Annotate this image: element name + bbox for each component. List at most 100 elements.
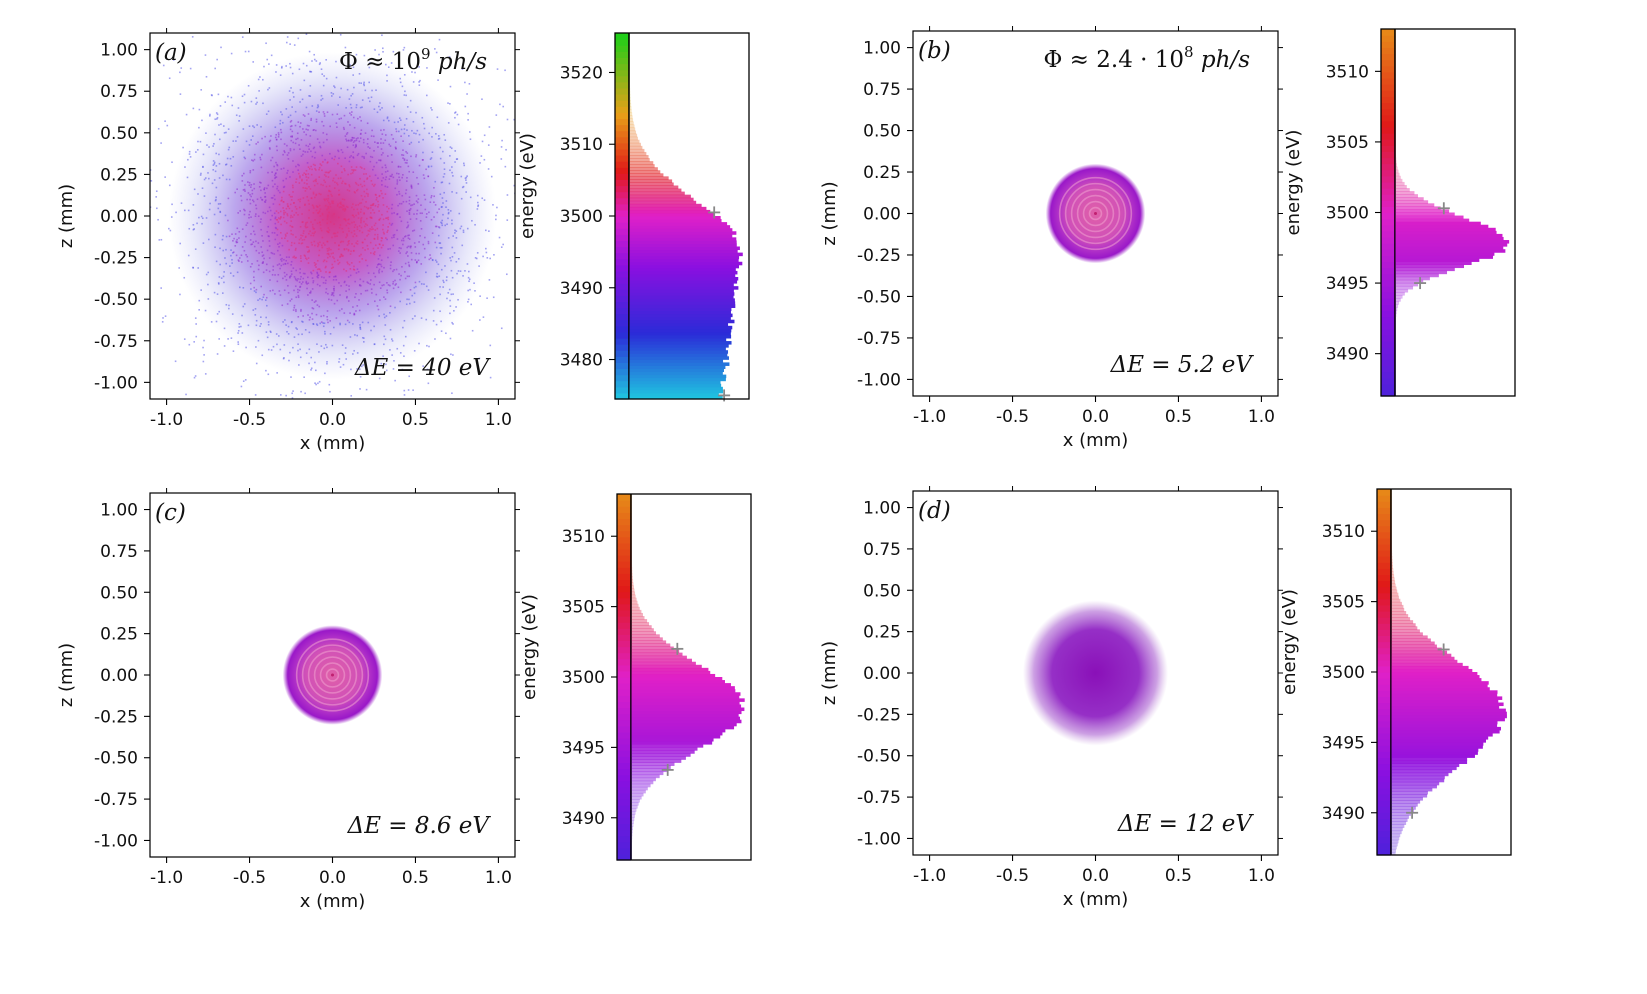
colorbar-segment — [1381, 71, 1395, 79]
histogram-bar — [631, 756, 686, 760]
histogram-bar — [629, 395, 723, 400]
histogram-bar — [1395, 261, 1472, 265]
colorbar-segment — [617, 695, 631, 702]
x-tick-label: 0.5 — [402, 410, 429, 430]
histogram-bar — [631, 823, 634, 827]
colorbar-segment — [615, 325, 629, 333]
histogram-bar — [629, 270, 738, 275]
histogram-bar — [1395, 288, 1409, 293]
colorbar-segment — [615, 87, 629, 95]
histogram-bar — [1395, 227, 1496, 232]
histogram-bar — [629, 273, 736, 278]
histogram-bar — [1395, 347, 1396, 351]
colorbar-segment — [1377, 635, 1391, 643]
energy-tick-label: 3510 — [1326, 62, 1369, 82]
colorbar-segment — [1381, 120, 1395, 128]
histogram-bar — [629, 176, 669, 180]
histogram-bar — [1391, 650, 1448, 655]
histogram-bar — [629, 277, 739, 281]
histogram-bar — [629, 90, 631, 95]
histogram-bar — [1395, 258, 1480, 262]
histogram-bar — [1391, 699, 1499, 703]
colorbar-segment — [617, 640, 631, 648]
colorbar-segment — [1381, 377, 1395, 385]
colorbar-segment — [1377, 537, 1391, 545]
histogram-bar — [1395, 255, 1493, 259]
histogram-bar — [631, 588, 635, 593]
histogram-bar — [1395, 102, 1396, 106]
histogram-bar — [631, 673, 716, 678]
x-tick-label: 0.0 — [1082, 407, 1109, 427]
histogram-bar — [1391, 638, 1431, 642]
histogram-bar — [629, 243, 737, 247]
histogram-bar — [629, 179, 673, 183]
colorbar-segment — [1381, 224, 1395, 232]
histogram-bar — [631, 808, 637, 812]
histogram-bar — [1391, 803, 1418, 807]
histogram-bar — [1391, 717, 1505, 722]
histogram-bar — [1391, 662, 1463, 667]
histogram-bar — [1391, 702, 1504, 707]
colorbar-segment — [1381, 77, 1395, 85]
histogram-bar — [631, 853, 632, 858]
colorbar-segment — [1381, 285, 1395, 293]
colorbar-segment — [615, 234, 629, 241]
histogram-bar — [629, 151, 647, 156]
colorbar-segment — [615, 130, 629, 138]
flux-unit: ph/s — [431, 49, 488, 75]
energy-tick-label: 3480 — [560, 351, 603, 371]
colorbar-segment — [1377, 495, 1391, 502]
colorbar-segment — [615, 203, 629, 211]
colorbar-segment — [615, 106, 629, 113]
x-tick-label: 1.0 — [485, 410, 512, 430]
fwhm-marker — [1406, 806, 1419, 819]
x-axis-label: x (mm) — [1063, 430, 1129, 451]
histogram-bar — [631, 805, 638, 809]
colorbar-segment — [1381, 84, 1395, 91]
histogram-bar — [631, 512, 632, 516]
energy-tick-label: 3510 — [1322, 522, 1365, 542]
energy-tick-label: 3505 — [1326, 133, 1369, 153]
histogram-bar — [1395, 56, 1396, 61]
histogram-bar — [631, 856, 632, 861]
histogram-bar — [1395, 108, 1396, 113]
z-tick-label: -0.25 — [857, 246, 901, 266]
x-tick-label: -0.5 — [233, 410, 266, 430]
histogram-bar — [1395, 93, 1396, 97]
fwhm-marker — [1437, 643, 1450, 656]
flux-annotation: Φ ≈ 2.4 · 108 ph/s — [1044, 43, 1251, 73]
fwhm-marker — [661, 763, 674, 776]
histogram-bar — [1395, 240, 1510, 244]
z-tick-label: 0.00 — [100, 207, 138, 227]
histogram-bar — [1391, 574, 1395, 578]
colorbar-segment — [1377, 769, 1391, 777]
histogram-bar — [1391, 653, 1452, 658]
histogram-bar — [629, 371, 723, 376]
colorbar-segment — [615, 374, 629, 382]
colorbar-segment — [617, 689, 631, 696]
histogram-bar — [1391, 781, 1440, 786]
spot-ring — [313, 656, 352, 694]
histogram-bar — [1395, 172, 1400, 177]
histogram-bar — [629, 185, 679, 190]
histogram-bar — [629, 283, 734, 287]
histogram-bar — [1391, 778, 1445, 783]
colorbar-segment — [615, 392, 629, 400]
histogram-bar — [629, 246, 740, 251]
histogram-bar — [1395, 310, 1397, 314]
colorbar-segment — [615, 75, 629, 83]
histogram-bar — [1395, 53, 1396, 58]
colorbar-segment — [1381, 389, 1395, 397]
x-tick-label: -1.0 — [150, 868, 183, 888]
z-tick-label: 0.75 — [863, 80, 901, 100]
histogram-bar — [631, 585, 634, 590]
colorbar-segment — [1381, 267, 1395, 275]
histogram-bar — [1391, 812, 1412, 816]
histogram-bar — [631, 704, 742, 708]
histogram-bar — [1391, 626, 1418, 630]
histogram-bar — [631, 844, 632, 849]
histogram-bar — [629, 228, 733, 232]
histogram-bar — [1391, 733, 1493, 737]
z-axis-label: z (mm) — [819, 641, 840, 705]
histogram-bar — [1391, 525, 1392, 530]
